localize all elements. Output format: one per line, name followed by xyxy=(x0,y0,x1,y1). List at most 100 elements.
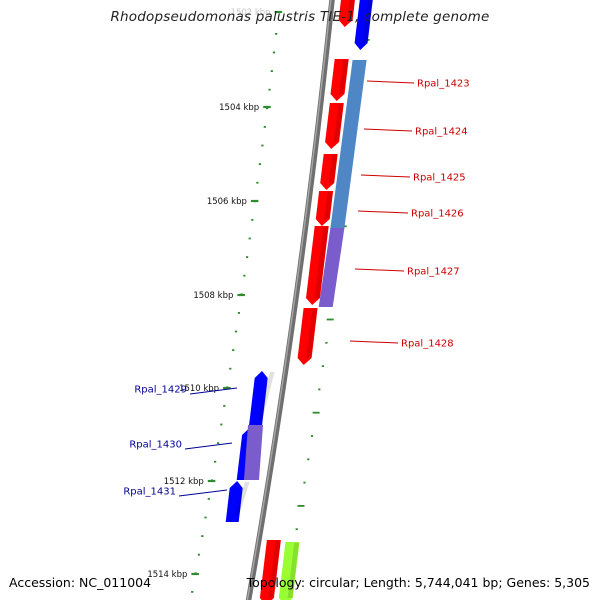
minor-tick xyxy=(197,553,200,556)
genome-backbone-highlight xyxy=(246,0,332,600)
forward-gene-arrow xyxy=(320,154,338,190)
forward-gene-arrow-shade xyxy=(306,309,318,358)
forward-gene-arrow xyxy=(315,191,334,226)
gene-label-leader xyxy=(366,80,415,84)
major-tick xyxy=(207,479,216,483)
minor-tick xyxy=(217,442,220,444)
major-tick xyxy=(237,293,245,297)
minor-tick xyxy=(204,516,207,519)
gene-label-leader xyxy=(189,387,238,395)
minor-tick xyxy=(201,535,204,537)
forward-gene-arrow-shade xyxy=(314,227,329,298)
minor-tick xyxy=(258,163,261,165)
minor-tick xyxy=(243,274,246,277)
other-feature-arrow xyxy=(278,542,300,600)
gene-label: Rpal_1424 xyxy=(415,127,468,138)
forward-gene-arrow-body xyxy=(330,59,349,101)
tick-label: 1504 kbp xyxy=(219,103,259,113)
minor-tick xyxy=(256,181,259,184)
feature-block-blue xyxy=(330,60,367,228)
gene-label-leader xyxy=(360,174,411,178)
backbone-layer xyxy=(245,0,335,600)
forward-gene-arrow xyxy=(338,0,355,27)
other-feature-arrow-shade xyxy=(287,543,299,598)
minor-tick xyxy=(191,591,194,593)
feature-slot-column xyxy=(318,60,367,307)
minor-tick xyxy=(268,88,271,91)
forward-gene-arrow-shade xyxy=(333,104,344,142)
map-title: Rhodopseudomonas palustris TIE-1, comple… xyxy=(110,9,490,25)
other-feature-arrow-body xyxy=(278,542,300,600)
tick-label: 1514 kbp xyxy=(147,570,187,580)
major-tick xyxy=(223,386,231,390)
forward-gene-arrow-body xyxy=(306,226,329,305)
minor-tick xyxy=(318,388,321,391)
forward-gene-arrow-shade xyxy=(268,541,281,598)
reverse-gene-arrow xyxy=(225,481,250,522)
minor-tick xyxy=(207,498,210,500)
minor-tick xyxy=(232,349,235,351)
gene-label: Rpal_1427 xyxy=(407,267,460,278)
minor-tick xyxy=(325,341,328,344)
major-tick xyxy=(263,105,271,109)
tick-label: 1510 kbp xyxy=(179,384,219,394)
forward-gene-arrow-shade xyxy=(324,192,333,219)
forward-gene-arrow-shade xyxy=(339,60,349,94)
reverse-gene-arrow xyxy=(248,371,275,428)
minor-tick xyxy=(270,70,273,72)
major-tick xyxy=(297,505,305,507)
reverse-gene-arrow-body xyxy=(225,481,243,522)
minor-tick xyxy=(214,460,217,463)
major-tick xyxy=(250,199,259,203)
forward-gene-arrow-body xyxy=(338,0,355,27)
minor-tick xyxy=(237,312,240,314)
tick-label: 1502 kbp xyxy=(231,8,271,18)
forward-gene-arrow-body xyxy=(315,191,334,226)
forward-gene-arrow xyxy=(306,226,329,305)
minor-tick xyxy=(248,237,251,240)
gene-label: Rpal_1423 xyxy=(417,79,470,90)
minor-tick xyxy=(303,481,306,484)
gene-label: Rpal_1429 xyxy=(134,385,187,396)
tick-label: 1506 kbp xyxy=(207,197,247,207)
gene-label: Rpal_1428 xyxy=(401,339,454,350)
minor-tick xyxy=(246,256,249,258)
major-tick xyxy=(274,10,283,14)
tick-label: 1512 kbp xyxy=(164,477,204,487)
forward-gene-arrow xyxy=(297,308,318,365)
gene-label-leader xyxy=(349,340,399,344)
reverse-gene-arrow-body xyxy=(248,371,268,428)
feature-block-purple xyxy=(244,425,263,480)
gene-layer xyxy=(225,0,373,600)
gene-label-layer: Rpal_1423 Rpal_1424 Rpal_1425 Rpal_1426 Rpal… xyxy=(123,79,469,498)
minor-tick xyxy=(295,528,298,531)
minor-tick xyxy=(263,126,266,128)
forward-gene-arrow-shade xyxy=(328,155,338,183)
gene-label: Rpal_1431 xyxy=(123,487,176,498)
major-tick xyxy=(191,572,199,576)
reverse-gene-arrow-body xyxy=(354,0,373,50)
major-tick xyxy=(326,318,334,321)
minor-tick xyxy=(234,330,238,333)
minor-tick xyxy=(307,458,310,461)
forward-gene-arrow-shade xyxy=(347,0,355,20)
minor-tick xyxy=(310,435,314,437)
gene-label-leader xyxy=(184,442,233,450)
gene-label-leader xyxy=(363,128,413,132)
gene-label-leader xyxy=(178,489,228,497)
forward-gene-arrow xyxy=(259,540,281,600)
gene-label: Rpal_1425 xyxy=(413,173,466,184)
tick-ring-inner: 1502 kbp 1504 kbp 1506 kbp 1508 kbp 1510 kbp… xyxy=(147,8,283,593)
reverse-gene-arrow-shade xyxy=(234,482,250,515)
forward-gene-arrow-body xyxy=(320,154,338,190)
gene-label: Rpal_1426 xyxy=(411,209,464,220)
genome-summary-label: Topology: circular; Length: 5,744,041 bp… xyxy=(246,575,590,590)
tick-label: 1508 kbp xyxy=(193,291,233,301)
feature-block-purple xyxy=(318,228,345,307)
reverse-gene-arrow-shade xyxy=(257,372,275,421)
reverse-gene-arrow-shade xyxy=(362,0,373,43)
minor-tick xyxy=(266,107,269,110)
reverse-gene-arrow xyxy=(354,0,373,50)
